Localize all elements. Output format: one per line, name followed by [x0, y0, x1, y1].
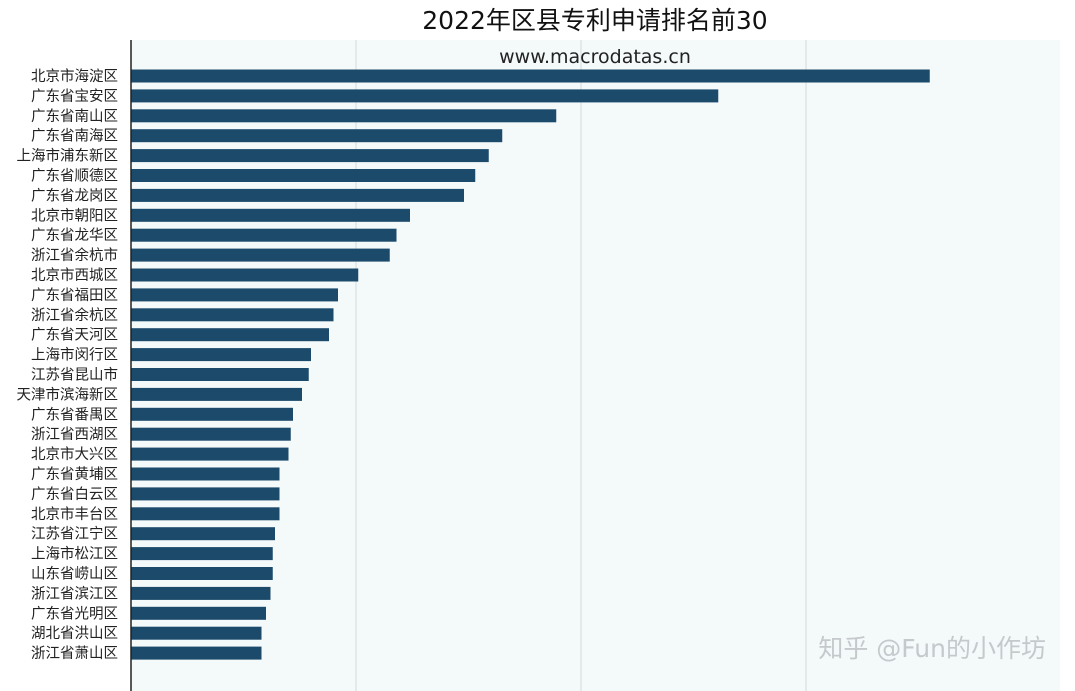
- category-label: 广东省宝安区: [31, 88, 118, 105]
- bar: [131, 348, 311, 362]
- bar: [131, 288, 338, 302]
- category-label: 广东省番禺区: [31, 406, 118, 423]
- category-label: 上海市浦东新区: [17, 148, 119, 165]
- plot-background: [131, 40, 1060, 691]
- category-label: 江苏省昆山市: [31, 367, 118, 384]
- bar: [131, 586, 271, 600]
- bar: [131, 606, 266, 620]
- bar: [131, 328, 329, 342]
- category-label: 广东省福田区: [31, 287, 118, 304]
- category-label: 广东省白云区: [31, 486, 118, 503]
- category-label: 浙江省西湖区: [31, 426, 118, 443]
- category-label: 广东省黄埔区: [31, 466, 118, 483]
- bar: [131, 467, 280, 481]
- bar: [131, 427, 291, 441]
- category-label: 上海市闵行区: [31, 347, 118, 364]
- chart-subtitle: www.macrodatas.cn: [499, 46, 691, 68]
- category-label: 广东省南海区: [31, 128, 118, 145]
- category-label: 北京市丰台区: [31, 506, 118, 523]
- category-label: 江苏省江宁区: [31, 526, 118, 543]
- chart-title: 2022年区县专利申请排名前30: [422, 6, 767, 35]
- category-label: 广东省顺德区: [31, 168, 118, 185]
- bar: [131, 208, 410, 222]
- bar: [131, 646, 262, 660]
- bar: [131, 129, 503, 143]
- category-label: 浙江省余杭区: [31, 306, 118, 324]
- category-label: 湖北省洪山区: [31, 625, 118, 642]
- category-label: 山东省崂山区: [31, 566, 118, 583]
- bar: [131, 487, 280, 501]
- bar: [131, 308, 334, 322]
- bar: [131, 387, 302, 401]
- category-label: 浙江省余杭市: [31, 246, 118, 264]
- category-labels: 北京市海淀区广东省宝安区广东省南山区广东省南海区上海市浦东新区广东省顺德区广东省…: [17, 68, 119, 662]
- bar: [131, 169, 476, 182]
- category-label: 广东省南山区: [31, 108, 118, 125]
- bar: [131, 547, 273, 561]
- bar: [131, 149, 489, 163]
- category-label: 广东省龙华区: [31, 227, 118, 244]
- category-label: 广东省光明区: [31, 605, 118, 622]
- bar: [131, 69, 930, 83]
- category-label: 北京市海淀区: [31, 68, 118, 85]
- category-label: 北京市朝阳区: [31, 207, 118, 224]
- bar: [131, 89, 719, 103]
- bar: [131, 527, 275, 541]
- bar: [131, 507, 280, 521]
- bar: [131, 447, 289, 461]
- bar: [131, 248, 390, 262]
- bar: [131, 368, 309, 381]
- watermark-text: 知乎 @Fun的小作坊: [818, 634, 1046, 663]
- bar: [131, 567, 273, 580]
- category-label: 浙江省滨江区: [31, 585, 118, 602]
- bar: [131, 228, 397, 242]
- category-label: 北京市大兴区: [31, 446, 118, 463]
- category-label: 天津市滨海新区: [17, 386, 119, 403]
- category-label: 浙江省萧山区: [31, 645, 118, 662]
- category-label: 广东省龙岗区: [31, 187, 118, 204]
- bar: [131, 109, 557, 123]
- bars: [131, 69, 930, 660]
- category-label: 北京市西城区: [31, 267, 118, 284]
- grid-lines: [355, 40, 807, 691]
- bar: [131, 626, 262, 640]
- bar: [131, 188, 464, 202]
- bar: [131, 268, 359, 282]
- category-label: 上海市松江区: [31, 546, 118, 563]
- category-label: 广东省天河区: [31, 327, 118, 344]
- bar: [131, 407, 293, 421]
